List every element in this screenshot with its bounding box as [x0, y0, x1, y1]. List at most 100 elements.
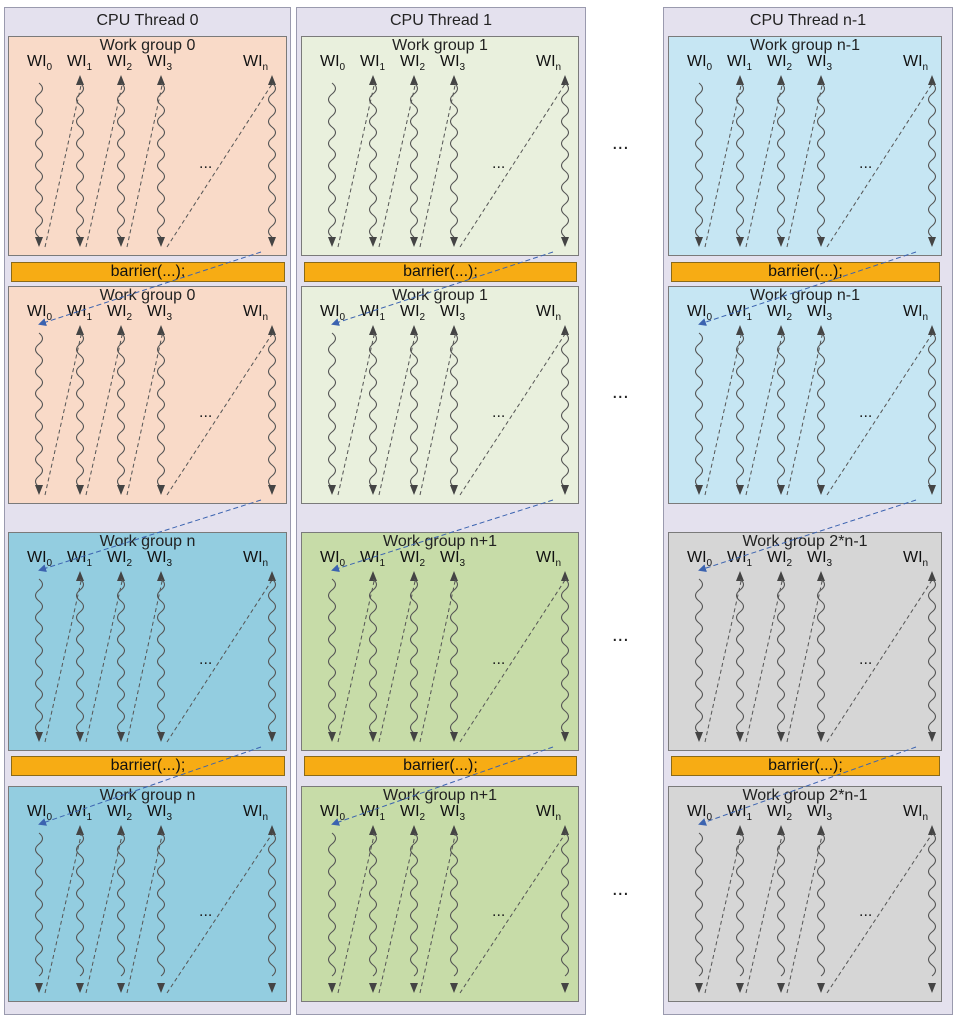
work-item-wave [776, 82, 786, 238]
work-group-box: Work group 0 WI0 WI1 WI2 WI3 WIn... [8, 36, 287, 256]
arrow-up-icon [736, 325, 744, 335]
arrow-up-icon [117, 325, 125, 335]
arrow-up-icon [117, 825, 125, 835]
work-item-label: WI3 [807, 53, 833, 74]
work-item-label: WI3 [440, 303, 466, 324]
dashed-transition-line [745, 80, 784, 248]
arrow-down-icon [695, 237, 703, 247]
work-item-label: WIn [536, 303, 562, 324]
work-item-label: WI3 [807, 303, 833, 324]
work-item-wave [116, 82, 126, 238]
arrow-up-icon [157, 75, 165, 85]
work-item-wave [34, 332, 44, 488]
arrow-up-icon [736, 571, 744, 581]
arrow-down-icon [561, 732, 569, 742]
work-item-label: WI1 [360, 549, 386, 570]
arrow-down-icon [157, 237, 165, 247]
arrow-up-icon [817, 571, 825, 581]
arrow-up-icon [268, 325, 276, 335]
dashed-transition-line [85, 80, 124, 248]
arrow-down-icon [76, 237, 84, 247]
work-item-label: WIn [536, 803, 562, 824]
arrow-down-icon [695, 485, 703, 495]
arrow-up-icon [817, 825, 825, 835]
dashed-transition-line [85, 576, 124, 743]
work-group-box: Work group n+1 WI0 WI1 WI2 WI3 WIn... [301, 786, 579, 1002]
arrow-down-icon [777, 983, 785, 993]
work-group-box: Work group 1 WI0 WI1 WI2 WI3 WIn... [301, 286, 579, 504]
dashed-transition-line [337, 576, 376, 743]
dashed-transition-line [378, 80, 417, 248]
work-item-label: WI0 [27, 53, 53, 74]
work-item-label: WIn [536, 549, 562, 570]
work-item-ellipsis: ... [859, 404, 873, 421]
work-item-ellipsis: ... [199, 404, 213, 421]
barrier-bar: barrier(...); [671, 756, 940, 776]
work-item-wave [449, 82, 459, 238]
work-group-box: Work group n+1 WI0 WI1 WI2 WI3 WIn... [301, 532, 579, 751]
arrow-down-icon [76, 732, 84, 742]
work-group-box: Work group 2*n-1 WI0 WI1 WI2 WI3 WIn... [668, 786, 942, 1002]
arrow-down-icon [157, 485, 165, 495]
work-item-lanes [694, 325, 937, 496]
barrier-bar: barrier(...); [11, 262, 285, 282]
work-item-wave [327, 332, 337, 488]
arrow-up-icon [410, 825, 418, 835]
barrier-bar: barrier(...); [11, 756, 285, 776]
work-item-wave [368, 332, 378, 488]
arrow-down-icon [268, 237, 276, 247]
work-item-wave [816, 578, 826, 734]
dashed-transition-line [44, 576, 83, 743]
work-item-wave [116, 832, 126, 977]
work-group-box: Work group n WI0 WI1 WI2 WI3 WIn... [8, 532, 287, 751]
arrow-down-icon [35, 485, 43, 495]
arrow-down-icon [410, 237, 418, 247]
dashed-transition-line [745, 330, 784, 496]
work-item-lanes [34, 825, 277, 994]
thread-gap-ellipsis: ... [612, 381, 629, 403]
work-item-wave [156, 578, 166, 734]
arrow-down-icon [695, 983, 703, 993]
work-item-wave [560, 332, 570, 488]
arrow-down-icon [777, 732, 785, 742]
work-item-label: WI2 [767, 303, 793, 324]
arrow-down-icon [817, 732, 825, 742]
dashed-transition-line [826, 330, 935, 496]
work-item-label: WI2 [400, 549, 426, 570]
arrow-down-icon [928, 237, 936, 247]
work-item-lanes [327, 75, 570, 248]
dashed-transition-line [745, 576, 784, 743]
thread-gap-ellipsis: ... [612, 624, 629, 646]
arrow-down-icon [736, 485, 744, 495]
arrow-down-icon [736, 983, 744, 993]
work-item-wave [816, 832, 826, 977]
work-item-label: WI1 [727, 549, 753, 570]
arrow-down-icon [450, 485, 458, 495]
work-item-wave [409, 832, 419, 977]
dashed-transition-line [459, 830, 568, 994]
dashed-transition-line [419, 830, 457, 994]
work-item-ellipsis: ... [199, 155, 213, 172]
dashed-transition-line [826, 80, 935, 248]
dashed-transition-line [378, 330, 417, 496]
dashed-transition-line [459, 330, 568, 496]
work-item-wave [694, 832, 704, 977]
work-group-title: Work group 1 [392, 37, 488, 54]
work-item-lanes [694, 825, 937, 994]
work-item-wave [156, 82, 166, 238]
work-group-box: Work group n-1 WI0 WI1 WI2 WI3 WIn... [668, 36, 942, 256]
work-item-ellipsis: ... [199, 903, 213, 920]
dashed-transition-line [126, 830, 164, 994]
work-group-box: Work group n WI0 WI1 WI2 WI3 WIn... [8, 786, 287, 1002]
dashed-transition-line [786, 576, 824, 743]
work-group-box: Work group 1 WI0 WI1 WI2 WI3 WIn... [301, 36, 579, 256]
cpu-thread-title: CPU Thread n-1 [749, 12, 867, 29]
dashed-transition-line [378, 830, 417, 994]
work-item-wave [156, 832, 166, 977]
arrow-up-icon [369, 325, 377, 335]
work-item-ellipsis: ... [859, 155, 873, 172]
work-item-label: WI3 [440, 53, 466, 74]
dashed-transition-line [337, 80, 376, 248]
arrow-down-icon [777, 237, 785, 247]
work-item-label: WIn [903, 303, 929, 324]
